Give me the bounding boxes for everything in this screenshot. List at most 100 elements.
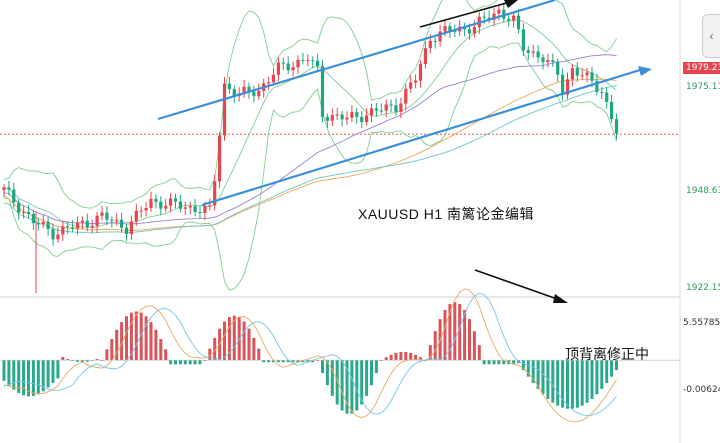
candle [580,75,584,77]
candle [75,222,80,229]
macd-bar [360,360,364,405]
candle [404,88,408,104]
candle [271,74,276,83]
macd-bar [512,360,516,365]
macd-bar [458,304,462,361]
macd-bar [448,304,452,361]
macd-bar [286,360,290,363]
macd-bar [487,360,491,365]
candle [36,223,40,225]
macd-bar [472,331,476,361]
macd-bar [541,360,545,395]
candle [242,86,246,94]
grid [0,0,681,443]
candle [203,205,207,213]
trend-arrow-up [419,1,511,28]
macd-bar [7,360,11,386]
candle [423,48,427,64]
macd-bar [301,360,305,363]
candle [585,72,589,76]
candle [600,91,604,93]
candle [257,90,261,97]
candle [56,234,60,240]
collapse-panel-button[interactable]: ‹ [702,14,720,58]
divergence-annotation: 顶背离修正中 [565,346,649,362]
macd-bar [399,351,403,361]
macd-bar [12,360,16,390]
macd-bar [80,360,84,363]
candle [17,202,21,213]
macd-bar [389,354,393,361]
candle [85,220,89,228]
macd-bar [247,328,251,361]
candle [595,80,599,92]
macd-bar [46,360,50,388]
candle [12,189,16,203]
macd-bar [267,360,271,363]
macd-bar [404,351,408,361]
macd-bar [61,357,65,361]
macd-bar [232,315,236,361]
macd-bar [223,321,226,361]
candle [492,13,496,20]
candle [286,63,290,71]
candle [605,92,609,102]
macd-bar [76,360,79,362]
macd-bar [556,360,560,406]
price-tick: 1922.15 [686,283,720,293]
macd-bar [169,360,173,365]
candle [173,198,178,202]
macd-bar [110,339,114,361]
macd-bar [41,360,45,392]
candle [345,117,349,120]
candle [512,15,516,21]
candle [320,66,325,117]
candle [95,215,99,226]
bollinger-upper [3,0,617,209]
candle [551,60,555,62]
macd-bar [384,357,388,361]
macd-bar [345,360,349,414]
macd-bar [262,360,266,363]
macd-bar [178,360,182,365]
chevron-left-icon: ‹ [709,29,714,43]
candle [46,221,50,229]
macd-bar [85,360,89,362]
macd-bar [17,360,21,394]
macd-bar [125,316,128,361]
macd-bar [561,360,565,408]
macd-bar [193,360,197,365]
candles [2,2,619,293]
macd-bar [139,312,143,361]
current-price-tag: 1979.23 [683,62,720,74]
macd-bar [468,319,471,361]
macd-bar [536,360,540,389]
candle [41,221,45,225]
macd-bar [276,360,280,363]
macd-bar [2,360,6,381]
candle [51,228,55,240]
trend-channel [157,0,652,303]
channel-lower-line [201,68,641,207]
macd-bar [252,337,256,361]
macd-bar [105,349,109,361]
candle [443,26,447,32]
candle [276,62,280,75]
candle [384,104,388,111]
macd-bar [590,360,594,399]
macd-bar [159,339,163,361]
macd-bar [95,359,99,361]
macd-bar [164,349,168,361]
candle [90,225,94,228]
macd-bar [409,352,413,361]
macd-bar [365,360,369,396]
candle [369,108,374,116]
macd-bar [316,360,320,361]
candle [149,198,153,208]
macd-bar [149,322,153,361]
candle [247,86,251,92]
candle [521,29,525,51]
candle [267,82,271,84]
candle [575,68,579,76]
macd-bar [570,360,574,409]
